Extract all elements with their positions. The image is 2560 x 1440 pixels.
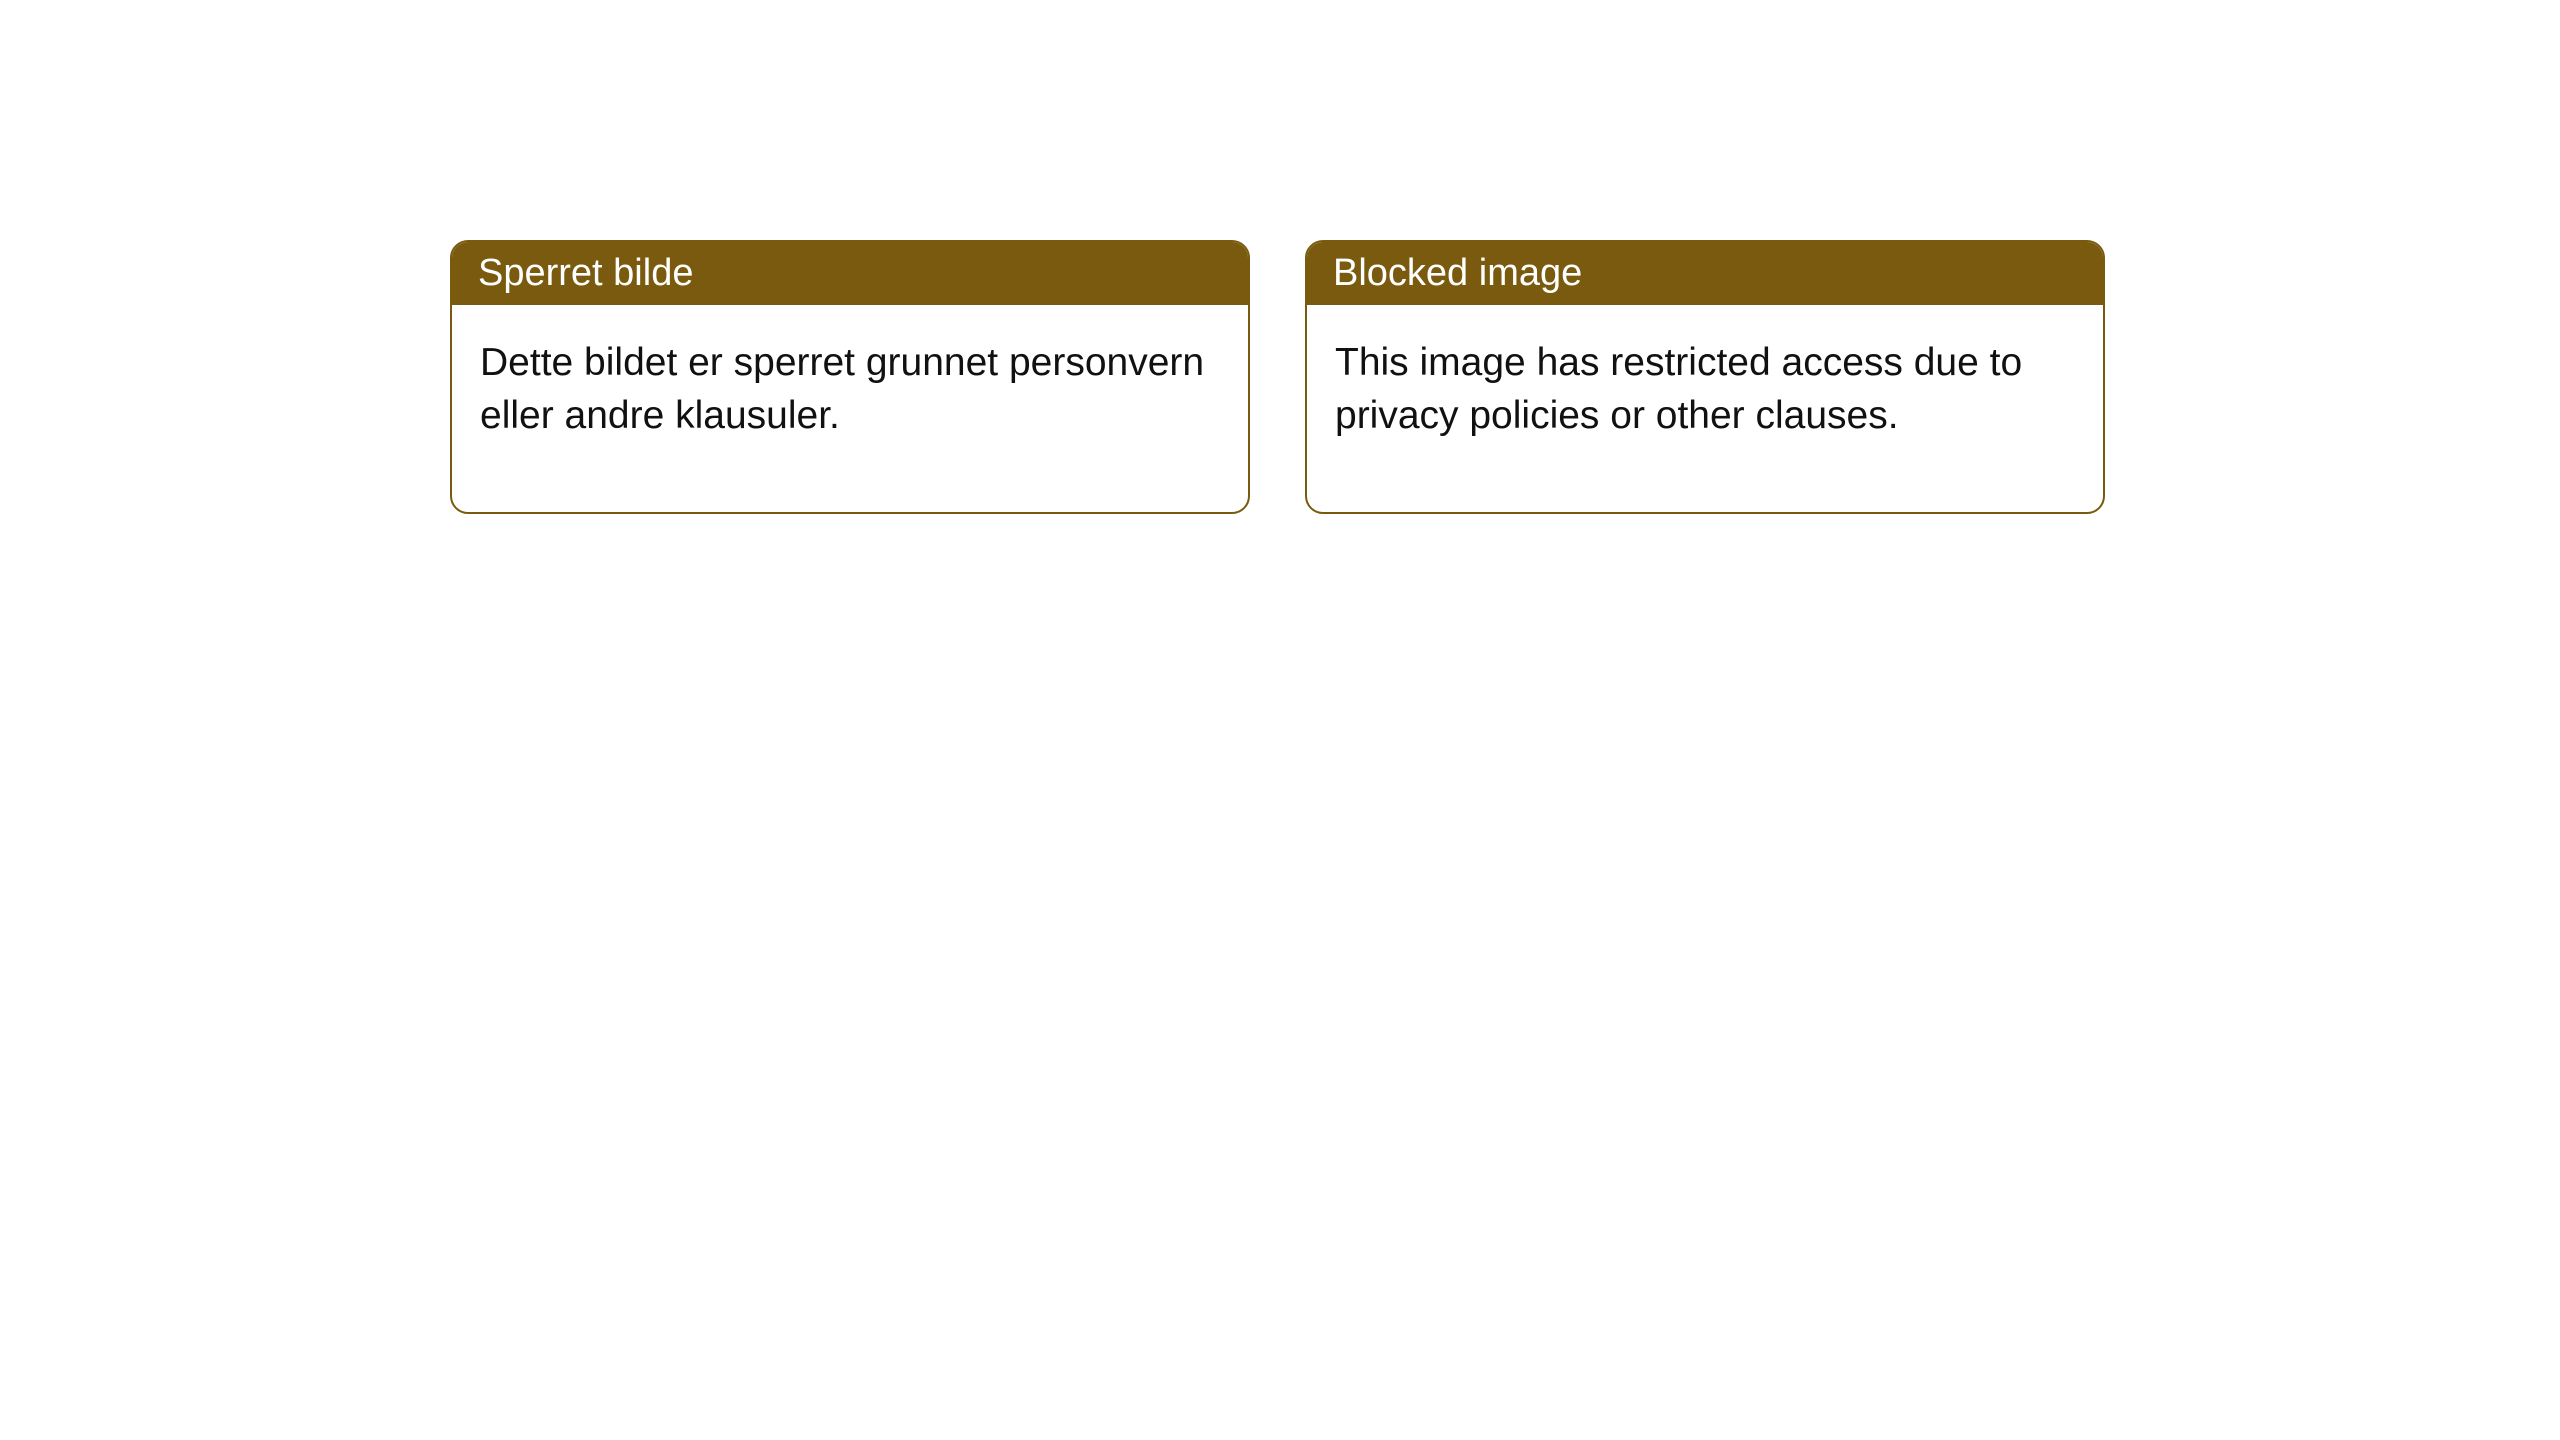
notice-container: Sperret bilde Dette bildet er sperret gr… [0, 0, 2560, 514]
card-header-norwegian: Sperret bilde [452, 242, 1248, 305]
card-body-english: This image has restricted access due to … [1307, 305, 2103, 512]
card-body-norwegian: Dette bildet er sperret grunnet personve… [452, 305, 1248, 512]
notice-card-english: Blocked image This image has restricted … [1305, 240, 2105, 514]
notice-card-norwegian: Sperret bilde Dette bildet er sperret gr… [450, 240, 1250, 514]
card-header-english: Blocked image [1307, 242, 2103, 305]
